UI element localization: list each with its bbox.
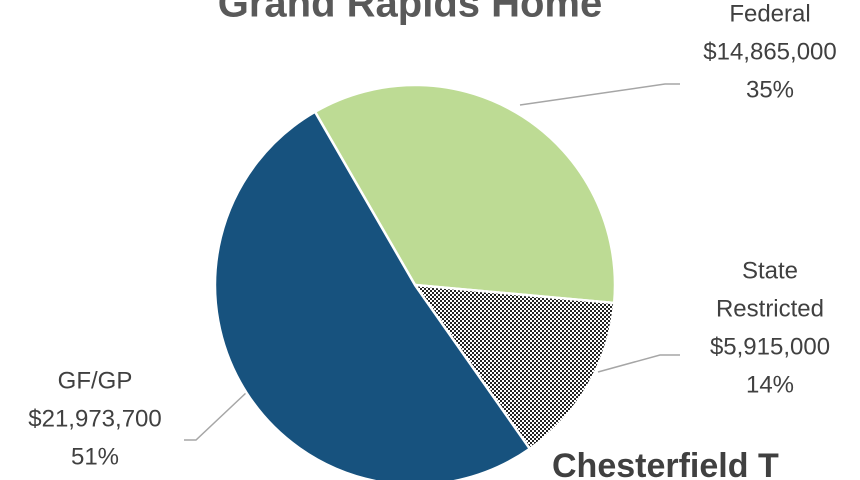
leader-line [184, 391, 248, 441]
annotation: Chesterfield T [552, 447, 779, 480]
leader-line [519, 83, 680, 106]
percent-label: 14% [746, 371, 794, 398]
slice-label: State [742, 257, 798, 284]
pie-slice [412, 283, 616, 451]
value-label: $14,865,000 [703, 38, 836, 65]
percent-label: 35% [746, 76, 794, 103]
slice-label: Restricted [716, 295, 824, 322]
value-label: $21,973,700 [28, 405, 161, 432]
slice-label: Federal [729, 0, 810, 27]
pie-slice [313, 83, 617, 305]
percent-label: 51% [71, 443, 119, 470]
chart-title: Grand Rapids Home [218, 0, 603, 26]
slice-label: GF/GP [58, 367, 133, 394]
leader-line [597, 354, 680, 373]
pie-slice [213, 110, 532, 480]
value-label: $5,915,000 [710, 333, 830, 360]
